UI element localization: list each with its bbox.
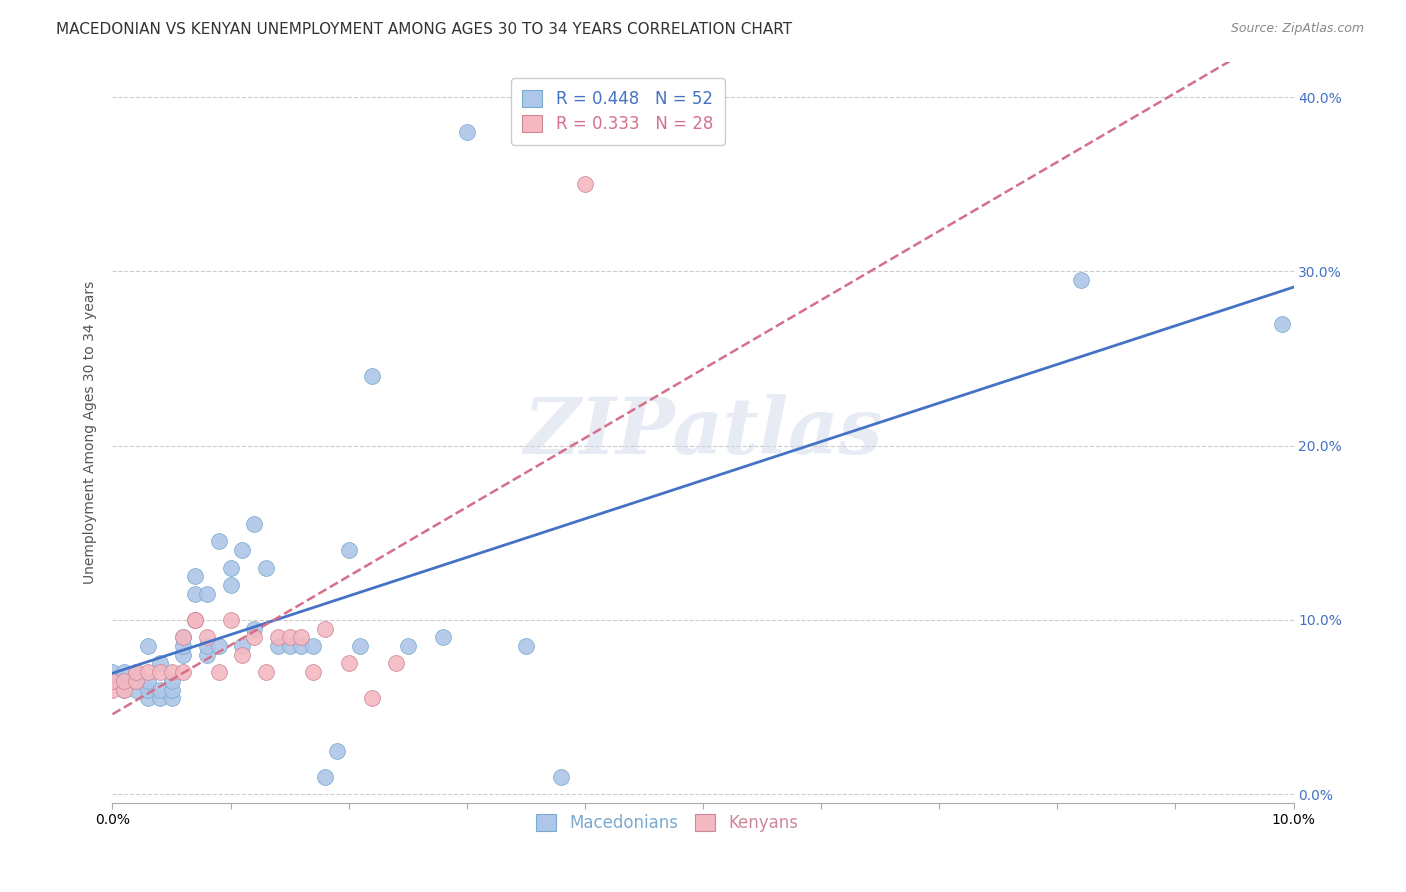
Point (172, 648, 194, 662)
Legend: Macedonians, Kenyans: Macedonians, Kenyans (530, 807, 806, 838)
Point (136, 682, 159, 697)
Point (125, 665, 148, 680)
Point (361, 369, 384, 384)
Point (267, 639, 290, 653)
Point (172, 639, 194, 653)
Point (208, 639, 231, 653)
Point (112, 673, 135, 688)
Point (243, 517, 266, 532)
Point (208, 665, 231, 680)
Point (550, 770, 572, 784)
Point (101, 665, 124, 680)
Point (149, 665, 172, 680)
Point (172, 630, 194, 644)
Point (231, 639, 253, 653)
Point (172, 665, 194, 680)
Point (278, 630, 301, 644)
Point (136, 665, 159, 680)
Point (254, 560, 277, 574)
Point (195, 648, 218, 662)
Point (254, 665, 277, 680)
Point (101, 673, 124, 688)
Point (101, 682, 124, 697)
Point (125, 665, 148, 680)
Point (219, 560, 242, 574)
Point (184, 587, 207, 601)
Point (1271, 317, 1294, 331)
Y-axis label: Unemployment Among Ages 30 to 34 years: Unemployment Among Ages 30 to 34 years (83, 281, 97, 584)
Text: Source: ZipAtlas.com: Source: ZipAtlas.com (1230, 22, 1364, 36)
Point (160, 665, 183, 680)
Point (326, 743, 349, 757)
Point (149, 691, 172, 706)
Point (515, 639, 537, 653)
Point (231, 543, 253, 558)
Point (125, 673, 148, 688)
Point (219, 613, 242, 627)
Point (337, 657, 360, 671)
Point (1070, 273, 1092, 287)
Point (243, 630, 266, 644)
Point (337, 543, 360, 558)
Point (149, 682, 172, 697)
Point (195, 587, 218, 601)
Point (385, 657, 408, 671)
Point (361, 691, 384, 706)
Point (432, 630, 454, 644)
Point (208, 534, 231, 549)
Point (112, 673, 135, 688)
Point (314, 770, 336, 784)
Point (302, 665, 325, 680)
Point (160, 673, 183, 688)
Point (396, 639, 419, 653)
Point (195, 630, 218, 644)
Point (290, 639, 312, 653)
Point (290, 630, 312, 644)
Point (184, 569, 207, 583)
Point (278, 639, 301, 653)
Point (456, 125, 478, 139)
Point (184, 613, 207, 627)
Point (172, 630, 194, 644)
Point (101, 673, 124, 688)
Point (112, 682, 135, 697)
Point (574, 178, 596, 192)
Point (314, 622, 336, 636)
Point (125, 673, 148, 688)
Text: MACEDONIAN VS KENYAN UNEMPLOYMENT AMONG AGES 30 TO 34 YEARS CORRELATION CHART: MACEDONIAN VS KENYAN UNEMPLOYMENT AMONG … (56, 22, 793, 37)
Point (112, 682, 135, 697)
Point (136, 673, 159, 688)
Point (112, 665, 135, 680)
Point (231, 648, 253, 662)
Point (136, 639, 159, 653)
Point (160, 682, 183, 697)
Point (349, 639, 371, 653)
Text: ZIPatlas: ZIPatlas (523, 394, 883, 471)
Point (267, 630, 290, 644)
Point (243, 622, 266, 636)
Point (125, 682, 148, 697)
Point (160, 691, 183, 706)
Point (136, 691, 159, 706)
Point (184, 613, 207, 627)
Point (184, 613, 207, 627)
Point (195, 639, 218, 653)
Point (149, 657, 172, 671)
Point (219, 578, 242, 592)
Point (302, 639, 325, 653)
